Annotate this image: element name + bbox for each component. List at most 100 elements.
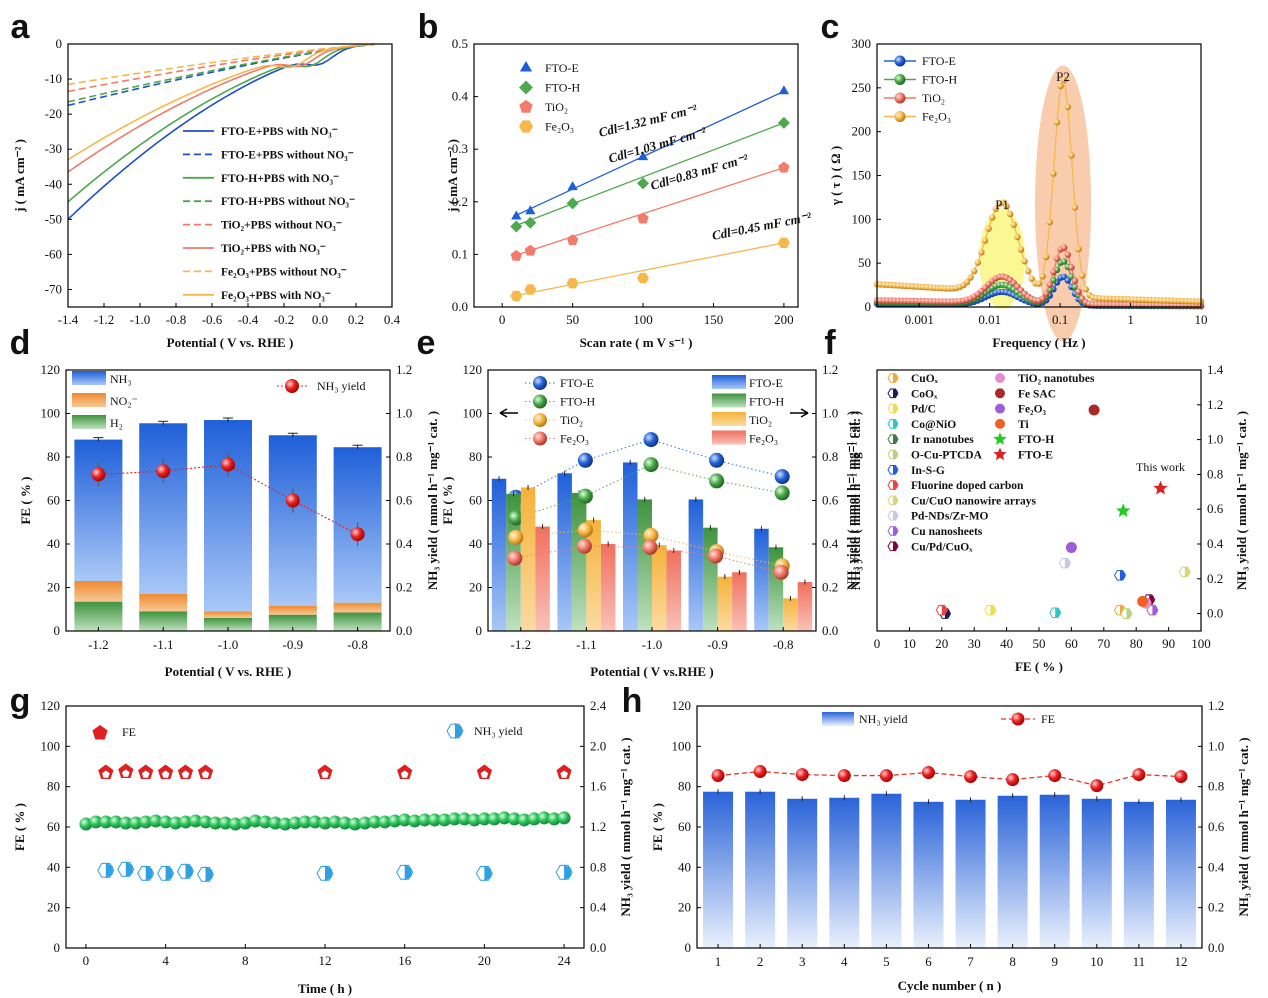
legend-label-e-bar-0: FTO-E — [749, 376, 783, 390]
y-tick-label: 50 — [858, 255, 871, 270]
current-point-g-48 — [557, 811, 571, 825]
point-f-7 — [935, 604, 948, 616]
plot-frame — [473, 43, 799, 308]
fe-point-h-1 — [753, 765, 767, 779]
fit-annotation-b-2: Cdl=0.83 mF cm⁻² — [649, 150, 751, 192]
legend-marker-f-5 — [887, 449, 899, 460]
y-tick-label: 40 — [469, 536, 482, 551]
legend-marker-g-yield — [446, 723, 464, 739]
y-tick-label: -30 — [45, 141, 62, 156]
x-tick-label: -0.9 — [707, 637, 728, 652]
x-tick-label: 10 — [1195, 312, 1208, 327]
hex-marker-half — [893, 388, 898, 399]
legend-marker-f-14 — [995, 403, 1005, 414]
current-point-g-22 — [298, 815, 312, 829]
legend-label-b-1: FTO-H — [545, 81, 580, 95]
yield-point-d-0 — [91, 467, 106, 482]
y-tick-label: 120 — [41, 698, 61, 713]
x-tick-label: 0.0 — [312, 312, 328, 327]
current-point-g-24 — [318, 816, 332, 830]
yield-line-e-1 — [515, 464, 783, 519]
current-point-g-28 — [358, 816, 372, 830]
y-tick-label: 100 — [41, 738, 61, 753]
current-point-g-38 — [457, 812, 471, 826]
y2-tick-label: 0.0 — [822, 623, 838, 638]
point-c-3 — [1007, 210, 1014, 218]
x-tick-label: 4 — [841, 954, 848, 969]
bar-d-NO-2 — [204, 611, 252, 618]
point-f-5 — [1120, 608, 1133, 620]
y-tick-label: 0.1 — [452, 246, 468, 261]
legend-marker-f-2 — [887, 403, 899, 414]
fe-point-h-7 — [1006, 773, 1020, 787]
point-b-0 — [567, 181, 578, 191]
current-point-g-15 — [228, 817, 242, 831]
legend-marker-f-0 — [887, 373, 899, 383]
legend-label-f-3: Co@NiO — [911, 419, 956, 431]
current-point-g-1 — [89, 815, 103, 829]
yield-point-d-1 — [156, 464, 171, 479]
y-tick-label: 40 — [47, 859, 60, 874]
y-tick-label: 300 — [852, 36, 872, 51]
point-c-3 — [1071, 204, 1079, 211]
hex-marker-half — [125, 861, 133, 878]
point-c-2 — [1050, 268, 1057, 276]
x-tick-label: 3 — [799, 954, 806, 969]
hex-marker-half — [893, 418, 898, 429]
legend-swatch-e-0 — [712, 375, 746, 389]
point-b-2 — [778, 161, 790, 173]
bar-e-2-0 — [520, 487, 536, 631]
y2-axis-label: NH₃ yield ( mmol h⁻¹ mg⁻¹ cat. ) — [844, 411, 859, 590]
bar-h-7 — [997, 795, 1028, 948]
point-c-3 — [1064, 103, 1072, 111]
legend-label-h-bars: NH₃ yield — [859, 712, 908, 726]
point-f-8 — [1178, 566, 1191, 578]
legend-label-f-6: In-S-G — [911, 465, 945, 477]
current-point-g-12 — [198, 815, 212, 829]
fe-point-h-3 — [837, 769, 851, 783]
bar-d-NO-1 — [139, 594, 188, 612]
y2-tick-label: 0.4 — [822, 536, 839, 551]
curve-a-2 — [67, 43, 375, 203]
legend-marker-e-2 — [533, 413, 547, 427]
point-b-3 — [566, 278, 579, 289]
legend-marker-b-1 — [519, 80, 533, 95]
yield-point-g-2 — [137, 865, 155, 882]
hex-marker-half — [1120, 569, 1125, 581]
x-tick-label: 11 — [1133, 954, 1146, 969]
hex-marker-half — [1184, 566, 1190, 578]
legend-marker-b-3 — [519, 120, 533, 133]
point-c-3 — [985, 225, 992, 232]
legend-label-c-2: TiO₂ — [922, 91, 945, 105]
fe-point-h-11 — [1174, 770, 1188, 784]
legend-label-f-7: Fluorine doped carbon — [911, 480, 1024, 492]
y-tick-label: 0.3 — [452, 141, 468, 156]
x-tick-label: 8 — [1009, 954, 1016, 969]
yield-point-e-2-1 — [577, 522, 593, 538]
yield-point-e-0-1 — [577, 452, 593, 468]
point-c-3 — [1039, 273, 1046, 280]
current-point-g-33 — [408, 814, 422, 828]
legend-swatch-e-1 — [712, 393, 746, 408]
panel-label-g: g — [10, 682, 31, 720]
x-tick-label: 20 — [935, 636, 948, 651]
fe-point-h-9 — [1090, 779, 1104, 793]
x-axis-label: Potential ( V vs. RHE ) — [167, 335, 294, 350]
x-tick-label: 1 — [715, 954, 722, 969]
legend-label-a-4: TiO₂+PBS without NO₃⁻ — [221, 220, 342, 232]
point-c-2 — [1046, 281, 1054, 288]
y2-tick-label: 0.4 — [590, 900, 607, 915]
x-tick-label: 100 — [633, 312, 653, 327]
y2-tick-label: 2.0 — [590, 738, 606, 753]
legend-swatch-e-2 — [712, 412, 746, 426]
hex-marker-half — [893, 464, 898, 475]
legend-label-a-3: FTO-H+PBS without NO₃⁻ — [221, 196, 355, 208]
panel-f: This work 0 10 20 30 40 50 60 70 80 90 100 0.0 0.2 0.4… — [848, 362, 1249, 674]
point-b-1 — [524, 216, 537, 229]
current-point-g-46 — [537, 811, 551, 825]
legend-label-f-9: Pd-NDs/Zr-MO — [911, 511, 989, 523]
legend-marker-f-11 — [887, 541, 899, 552]
bar-h-8 — [1039, 794, 1070, 948]
y-tick-label: 0 — [54, 623, 61, 638]
